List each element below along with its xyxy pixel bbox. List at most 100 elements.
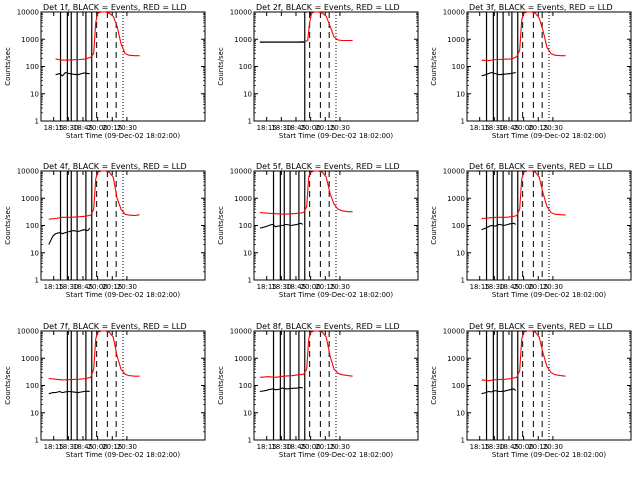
y-tick-label: 1 — [248, 118, 252, 126]
y-tick-label: 10000 — [17, 9, 39, 17]
x-tick-label: 18:15 — [257, 443, 277, 451]
x-tick-label: 18:45 — [286, 283, 306, 291]
panel-title: Det 7f, BLACK = Events, RED = LLD — [43, 322, 187, 331]
x-tick-label: 20:30 — [330, 124, 350, 132]
x-tick-label: 20:00 — [301, 443, 321, 451]
x-tick-label: 18:30 — [271, 124, 291, 132]
series-line-lld — [481, 330, 566, 382]
y-tick-label: 10 — [30, 90, 39, 98]
y-tick-label: 100 — [239, 382, 252, 390]
x-axis-label: Start Time (09-Dec-02 18:02:00) — [66, 451, 180, 459]
x-tick-label: 20:15 — [528, 283, 548, 291]
y-tick-label: 1000 — [21, 355, 39, 363]
panel-title: Det 8f, BLACK = Events, RED = LLD — [256, 322, 400, 331]
y-axis-label: Counts/sec — [4, 47, 12, 86]
x-tick-label: 20:30 — [330, 443, 350, 451]
x-axis-label: Start Time (09-Dec-02 18:02:00) — [279, 132, 393, 140]
series-line-events — [259, 222, 304, 229]
x-tick-label: 18:30 — [271, 443, 291, 451]
x-tick-label: 18:30 — [58, 443, 78, 451]
x-tick-label: 20:00 — [88, 124, 108, 132]
chart-panel-9: Det 9f, BLACK = Events, RED = LLD 1 10 100 1… — [430, 322, 632, 459]
y-tick-label: 10 — [30, 249, 39, 257]
y-tick-label: 100 — [452, 382, 465, 390]
y-tick-label: 10000 — [230, 328, 252, 336]
x-tick-label: 20:15 — [315, 124, 335, 132]
x-tick-label: 18:45 — [499, 124, 519, 132]
chart-panel-3: Det 3f, BLACK = Events, RED = LLD 1 10 100 1… — [430, 3, 632, 140]
x-tick-label: 18:15 — [44, 124, 64, 132]
x-tick-label: 20:30 — [330, 283, 350, 291]
x-axis-label: Start Time (09-Dec-02 18:02:00) — [492, 291, 606, 299]
y-tick-label: 1000 — [447, 36, 465, 44]
y-tick-label: 10000 — [230, 168, 252, 176]
series-line-events — [259, 386, 303, 393]
chart-panel-6: Det 6f, BLACK = Events, RED = LLD 1 10 100 1… — [430, 162, 632, 299]
y-tick-label: 100 — [26, 222, 39, 230]
x-axis-label: Start Time (09-Dec-02 18:02:00) — [66, 291, 180, 299]
y-tick-label: 100 — [239, 63, 252, 71]
x-tick-label: 18:30 — [484, 124, 504, 132]
x-tick-label: 20:15 — [102, 443, 122, 451]
x-tick-label: 20:30 — [543, 124, 563, 132]
y-tick-label: 10000 — [17, 328, 39, 336]
series-line-lld — [481, 170, 566, 220]
y-axis-label: Counts/sec — [217, 47, 225, 86]
x-tick-label: 20:00 — [88, 443, 108, 451]
x-tick-label: 20:00 — [514, 124, 534, 132]
x-axis-label: Start Time (09-Dec-02 18:02:00) — [279, 291, 393, 299]
y-tick-label: 1 — [461, 437, 465, 445]
x-tick-label: 18:15 — [470, 283, 490, 291]
y-tick-label: 10000 — [443, 168, 465, 176]
x-axis-label: Start Time (09-Dec-02 18:02:00) — [492, 451, 606, 459]
series-line-events — [481, 71, 516, 77]
x-tick-label: 20:15 — [102, 283, 122, 291]
y-tick-label: 100 — [452, 222, 465, 230]
x-tick-label: 18:45 — [499, 283, 519, 291]
y-axis-label: Counts/sec — [217, 366, 225, 405]
x-tick-label: 20:00 — [301, 124, 321, 132]
x-tick-label: 20:30 — [543, 283, 563, 291]
x-tick-label: 18:30 — [484, 443, 504, 451]
y-tick-label: 1000 — [234, 355, 252, 363]
chart-panel-8: Det 8f, BLACK = Events, RED = LLD 1 10 100 1… — [217, 322, 419, 459]
y-axis-label: Counts/sec — [430, 206, 438, 245]
series-line-lld — [48, 330, 140, 381]
x-tick-label: 20:15 — [315, 443, 335, 451]
x-axis-label: Start Time (09-Dec-02 18:02:00) — [279, 451, 393, 459]
y-tick-label: 100 — [26, 63, 39, 71]
y-tick-label: 10000 — [230, 9, 252, 17]
y-tick-label: 10000 — [443, 9, 465, 17]
chart-panel-2: Det 2f, BLACK = Events, RED = LLD 1 10 100 1… — [217, 3, 419, 140]
panel-title: Det 3f, BLACK = Events, RED = LLD — [469, 3, 613, 12]
x-tick-label: 18:15 — [44, 443, 64, 451]
x-tick-label: 20:15 — [528, 124, 548, 132]
x-tick-label: 18:30 — [484, 283, 504, 291]
y-tick-label: 1 — [461, 118, 465, 126]
panel-title: Det 6f, BLACK = Events, RED = LLD — [469, 162, 613, 171]
x-tick-label: 18:45 — [286, 124, 306, 132]
y-axis-label: Counts/sec — [430, 366, 438, 405]
x-tick-label: 20:30 — [117, 124, 137, 132]
y-tick-label: 100 — [452, 63, 465, 71]
y-tick-label: 1000 — [234, 195, 252, 203]
x-tick-label: 20:00 — [88, 283, 108, 291]
series-line-lld — [48, 170, 140, 220]
series-line-lld — [55, 11, 140, 61]
y-axis-label: Counts/sec — [217, 206, 225, 245]
panel-title: Det 4f, BLACK = Events, RED = LLD — [43, 162, 187, 171]
x-tick-label: 20:30 — [543, 443, 563, 451]
series-line-lld — [259, 170, 353, 215]
x-tick-label: 20:15 — [528, 443, 548, 451]
y-tick-label: 10 — [456, 249, 465, 257]
y-axis-label: Counts/sec — [4, 366, 12, 405]
chart-panel-1: Det 1f, BLACK = Events, RED = LLD 1 10 100 1… — [4, 3, 206, 140]
panel-title: Det 2f, BLACK = Events, RED = LLD — [256, 3, 400, 12]
x-tick-label: 18:30 — [58, 283, 78, 291]
x-tick-label: 18:15 — [470, 443, 490, 451]
series-line-events — [48, 390, 90, 395]
y-tick-label: 1000 — [234, 36, 252, 44]
y-tick-label: 1 — [35, 437, 39, 445]
y-tick-label: 10000 — [443, 328, 465, 336]
